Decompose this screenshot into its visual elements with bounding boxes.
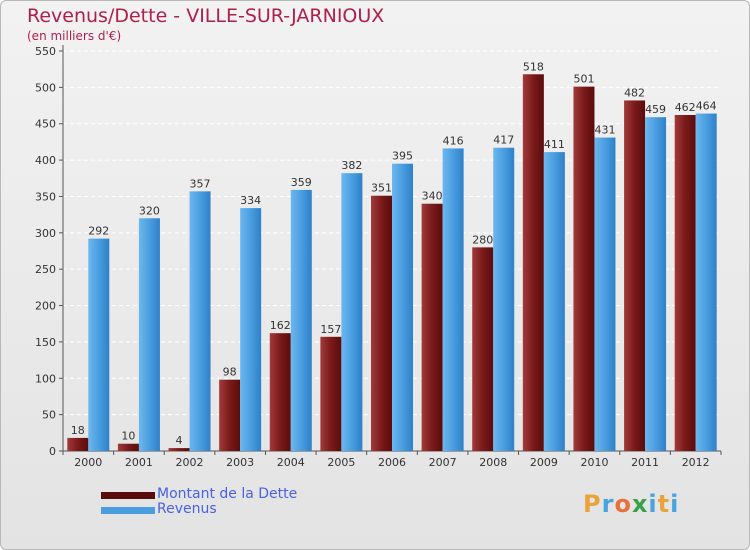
x-tick-label: 2012 (682, 456, 710, 469)
y-tick-label: 350 (35, 190, 56, 203)
data-label: 459 (645, 103, 666, 116)
bar-revenus (645, 117, 667, 451)
data-label: 157 (320, 323, 341, 336)
logo-letter: o (614, 490, 632, 518)
x-tick-label: 2009 (530, 456, 558, 469)
bar-revenus (442, 148, 464, 452)
y-tick-label: 300 (35, 227, 56, 240)
x-tick-label: 2001 (125, 456, 153, 469)
bar-dette (168, 448, 190, 451)
x-tick-label: 2000 (74, 456, 102, 469)
bar-dette (522, 74, 544, 451)
data-label: 10 (121, 430, 135, 443)
bar-dette (472, 247, 494, 451)
data-label: 359 (291, 176, 312, 189)
bar-dette (269, 333, 291, 451)
y-tick-label: 50 (42, 409, 56, 422)
data-label: 417 (493, 134, 514, 147)
data-label: 357 (190, 177, 211, 190)
data-label: 351 (371, 182, 392, 195)
logo-letter: x (631, 490, 649, 518)
data-label: 462 (675, 101, 696, 114)
bar-dette (219, 379, 241, 451)
x-tick-label: 2006 (378, 456, 406, 469)
data-label: 411 (544, 138, 565, 151)
bar-dette (371, 195, 392, 451)
data-label: 482 (624, 86, 645, 99)
data-label: 280 (472, 233, 493, 246)
data-label: 501 (573, 73, 594, 86)
data-label: 98 (223, 366, 237, 379)
y-tick-label: 450 (35, 118, 56, 131)
data-label: 292 (88, 225, 109, 238)
data-label: 464 (696, 100, 717, 113)
data-label: 18 (71, 424, 85, 437)
bar-revenus (695, 113, 717, 451)
bar-dette (421, 203, 443, 451)
x-tick-label: 2011 (631, 456, 659, 469)
y-tick-label: 250 (35, 263, 56, 276)
data-label: 320 (139, 204, 160, 217)
bar-revenus (594, 137, 616, 451)
bar-revenus (88, 238, 110, 451)
chart-subtitle: (en milliers d'€) (27, 29, 122, 43)
data-label: 334 (240, 194, 261, 207)
logo-letter: r (601, 490, 615, 518)
bar-dette (674, 115, 696, 451)
data-label: 4 (176, 434, 183, 447)
y-tick-label: 150 (35, 336, 56, 349)
x-tick-label: 2003 (226, 456, 254, 469)
x-tick-label: 2007 (429, 456, 457, 469)
proxiti-logo: Proxiti (583, 490, 679, 518)
data-label: 382 (341, 159, 362, 172)
bar-dette (320, 336, 342, 451)
legend-label-dette: Montant de la Dette (157, 486, 298, 502)
bar-revenus (138, 218, 160, 451)
bar-revenus (392, 163, 413, 451)
logo-letter: i (648, 490, 658, 518)
bar-dette (117, 443, 139, 451)
x-tick-label: 2002 (176, 456, 204, 469)
bar-dette (67, 437, 89, 451)
y-tick-label: 100 (35, 372, 56, 385)
x-tick-label: 2004 (277, 456, 305, 469)
bar-dette (573, 86, 595, 452)
y-tick-label: 550 (35, 45, 56, 58)
y-tick-label: 500 (35, 81, 56, 94)
data-label: 162 (270, 319, 291, 332)
x-tick-label: 2005 (327, 456, 355, 469)
bar-revenus (189, 191, 211, 451)
bar-revenus (493, 147, 515, 451)
data-label: 416 (443, 134, 464, 147)
legend-swatch-dette (101, 492, 155, 499)
logo-letter: t (657, 490, 671, 518)
data-label: 518 (523, 60, 544, 73)
bar-revenus (240, 208, 262, 451)
chart-title: Revenus/Dette - VILLE-SUR-JARNIOUX (27, 5, 385, 27)
y-tick-label: 200 (35, 300, 56, 313)
bar-revenus (543, 152, 565, 451)
data-label: 340 (422, 190, 443, 203)
x-tick-label: 2010 (580, 456, 608, 469)
x-tick-label: 2008 (479, 456, 507, 469)
bar-revenus (290, 189, 312, 451)
data-label: 431 (594, 124, 615, 137)
data-label: 395 (392, 150, 413, 163)
y-tick-label: 0 (49, 445, 56, 458)
legend-label-revenus: Revenus (157, 501, 217, 517)
bar-revenus (341, 173, 363, 451)
legend-swatch-revenus (101, 507, 155, 514)
logo-letter: i (670, 490, 680, 518)
logo-letter: P (583, 490, 602, 518)
y-tick-label: 400 (35, 154, 56, 167)
bar-dette (624, 100, 646, 452)
